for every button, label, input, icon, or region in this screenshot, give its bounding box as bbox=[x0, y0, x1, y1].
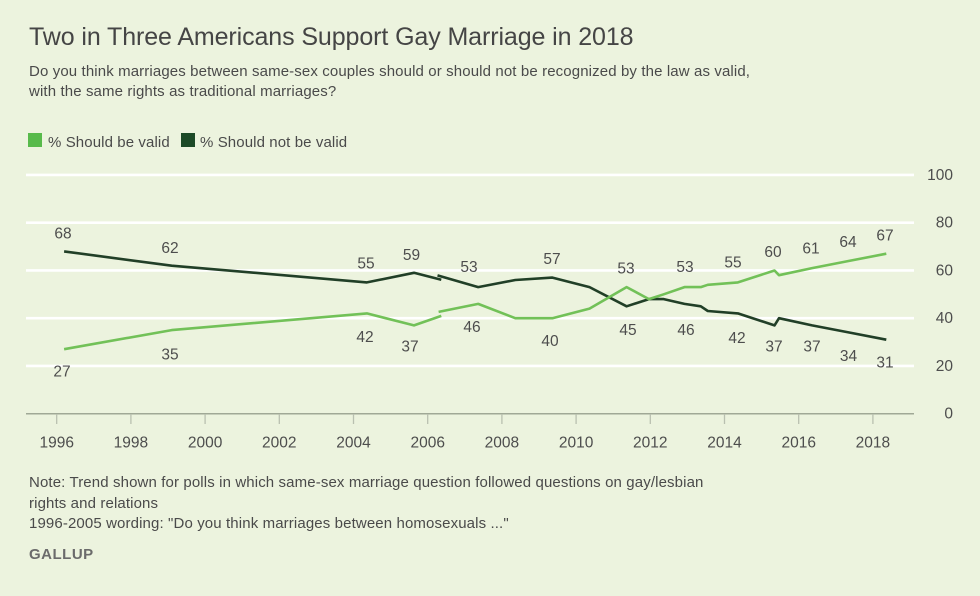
svg-text:53: 53 bbox=[617, 260, 634, 277]
svg-text:80: 80 bbox=[936, 215, 954, 232]
svg-text:0: 0 bbox=[944, 406, 953, 423]
svg-text:53: 53 bbox=[460, 259, 477, 276]
svg-text:37: 37 bbox=[803, 339, 820, 356]
svg-text:2000: 2000 bbox=[188, 435, 223, 452]
svg-text:40: 40 bbox=[541, 333, 559, 350]
svg-text:60: 60 bbox=[936, 262, 954, 279]
svg-text:57: 57 bbox=[543, 251, 560, 268]
svg-text:53: 53 bbox=[676, 259, 693, 276]
svg-text:42: 42 bbox=[728, 330, 745, 347]
svg-text:20: 20 bbox=[936, 358, 954, 375]
svg-text:1996: 1996 bbox=[39, 435, 73, 452]
svg-text:1998: 1998 bbox=[114, 435, 148, 452]
svg-text:68: 68 bbox=[54, 226, 71, 243]
svg-text:60: 60 bbox=[764, 244, 782, 261]
svg-text:37: 37 bbox=[765, 339, 782, 356]
svg-text:31: 31 bbox=[876, 355, 893, 372]
svg-text:55: 55 bbox=[357, 255, 374, 272]
svg-text:61: 61 bbox=[802, 241, 819, 258]
svg-text:2016: 2016 bbox=[781, 435, 815, 452]
svg-text:37: 37 bbox=[401, 339, 418, 356]
svg-text:35: 35 bbox=[161, 347, 178, 364]
svg-text:40: 40 bbox=[936, 310, 954, 327]
svg-text:62: 62 bbox=[161, 240, 178, 257]
svg-text:34: 34 bbox=[840, 348, 858, 365]
svg-text:46: 46 bbox=[463, 319, 480, 336]
svg-text:27: 27 bbox=[53, 364, 70, 381]
svg-text:46: 46 bbox=[677, 322, 694, 339]
svg-text:67: 67 bbox=[876, 228, 893, 245]
svg-text:45: 45 bbox=[619, 322, 636, 339]
svg-text:2014: 2014 bbox=[707, 435, 742, 452]
svg-text:2006: 2006 bbox=[410, 435, 444, 452]
svg-text:2010: 2010 bbox=[559, 435, 594, 452]
svg-text:2004: 2004 bbox=[336, 435, 371, 452]
svg-text:59: 59 bbox=[403, 247, 420, 264]
svg-text:64: 64 bbox=[839, 234, 857, 251]
svg-text:2002: 2002 bbox=[262, 435, 296, 452]
svg-text:2012: 2012 bbox=[633, 435, 667, 452]
svg-text:55: 55 bbox=[724, 254, 741, 271]
svg-text:2018: 2018 bbox=[856, 435, 890, 452]
svg-text:2008: 2008 bbox=[485, 435, 519, 452]
svg-text:42: 42 bbox=[356, 329, 373, 346]
svg-text:100: 100 bbox=[927, 167, 953, 184]
